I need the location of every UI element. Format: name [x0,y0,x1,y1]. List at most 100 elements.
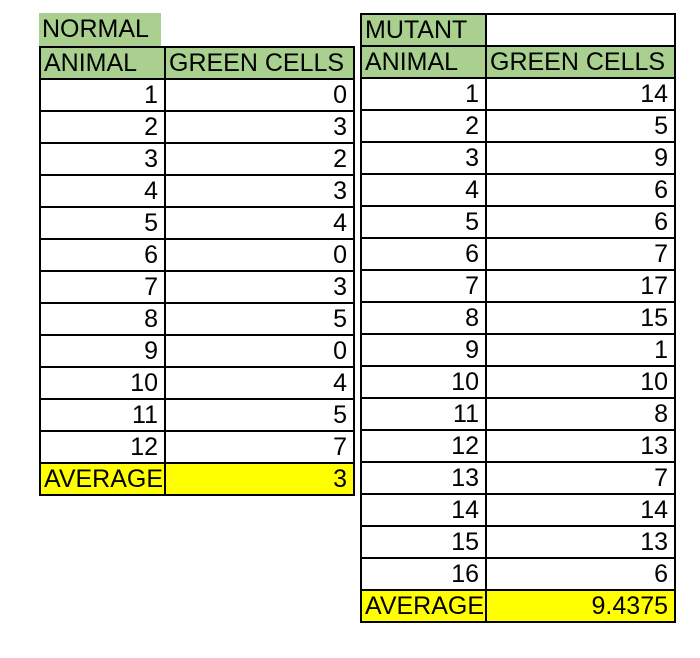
header-row: ANIMAL GREEN CELLS [360,45,676,79]
table-row: 6 0 [39,238,355,272]
column-header-green-cells: GREEN CELLS [164,46,355,80]
animal-id-cell: 1 [360,77,487,111]
animal-id-cell: 2 [360,109,487,143]
animal-id-cell: 6 [360,237,487,271]
table-row: 7 3 [39,270,355,304]
green-cells-count-cell: 7 [164,430,355,464]
table-row: 9 0 [39,334,355,368]
animal-id-cell: 5 [39,206,166,240]
empty-cell [485,13,676,47]
green-cells-count-cell: 3 [164,110,355,144]
animal-id-cell: 1 [39,78,166,112]
column-header-green-cells: GREEN CELLS [485,45,676,79]
animal-id-cell: 4 [360,173,487,207]
animal-id-cell: 13 [360,461,487,495]
animal-id-cell: 12 [360,429,487,463]
green-cells-count-cell: 10 [485,365,676,399]
green-cells-count-cell: 13 [485,429,676,463]
table-row: 6 7 [360,237,676,271]
table-row: 8 15 [360,301,676,335]
animal-id-cell: 10 [360,365,487,399]
table-row: 16 6 [360,557,676,591]
table-row: 1 0 [39,78,355,112]
green-cells-count-cell: 14 [485,493,676,527]
normal-table-block: NORMAL ANIMAL GREEN CELLS 1 0 2 3 3 2 4 … [39,13,355,496]
green-cells-count-cell: 17 [485,269,676,303]
table-row: 10 4 [39,366,355,400]
animal-id-cell: 11 [360,397,487,431]
green-cells-count-cell: 9 [485,141,676,175]
average-value-cell: 9.4375 [485,589,676,623]
green-cells-count-cell: 4 [164,206,355,240]
animal-id-cell: 10 [39,366,166,400]
green-cells-count-cell: 15 [485,301,676,335]
average-label-cell: AVERAGE [39,462,166,496]
table-row: 11 5 [39,398,355,432]
column-header-animal: ANIMAL [39,46,166,80]
normal-table: ANIMAL GREEN CELLS 1 0 2 3 3 2 4 3 5 4 6… [39,46,355,496]
table-row: 3 2 [39,142,355,176]
animal-id-cell: 2 [39,110,166,144]
green-cells-count-cell: 3 [164,270,355,304]
table-row: 10 10 [360,365,676,399]
green-cells-count-cell: 6 [485,173,676,207]
table-row: 15 13 [360,525,676,559]
column-header-animal: ANIMAL [360,45,487,79]
animal-id-cell: 12 [39,430,166,464]
green-cells-count-cell: 0 [164,334,355,368]
animal-id-cell: 5 [360,205,487,239]
green-cells-count-cell: 4 [164,366,355,400]
green-cells-count-cell: 8 [485,397,676,431]
green-cells-count-cell: 7 [485,461,676,495]
green-cells-count-cell: 3 [164,174,355,208]
green-cells-count-cell: 6 [485,557,676,591]
animal-id-cell: 15 [360,525,487,559]
green-cells-count-cell: 13 [485,525,676,559]
header-row: ANIMAL GREEN CELLS [39,46,355,80]
mutant-table: MUTANT ANIMAL GREEN CELLS 1 14 2 5 3 9 4… [360,13,676,623]
table-row: 2 5 [360,109,676,143]
animal-id-cell: 7 [360,269,487,303]
table-row: 12 13 [360,429,676,463]
animal-id-cell: 7 [39,270,166,304]
average-value-cell: 3 [164,462,355,496]
green-cells-count-cell: 5 [485,109,676,143]
average-label-cell: AVERAGE [360,589,487,623]
mutant-table-title: MUTANT [360,13,487,47]
animal-id-cell: 14 [360,493,487,527]
table-row: 13 7 [360,461,676,495]
table-row: 3 9 [360,141,676,175]
green-cells-count-cell: 1 [485,333,676,367]
green-cells-count-cell: 7 [485,237,676,271]
table-row: 5 4 [39,206,355,240]
animal-id-cell: 4 [39,174,166,208]
average-row: AVERAGE 3 [39,462,355,496]
green-cells-count-cell: 0 [164,78,355,112]
green-cells-count-cell: 6 [485,205,676,239]
table-row: 11 8 [360,397,676,431]
green-cells-count-cell: 5 [164,398,355,432]
table-row: 5 6 [360,205,676,239]
normal-table-title: NORMAL [39,13,161,46]
table-row: 4 6 [360,173,676,207]
green-cells-count-cell: 14 [485,77,676,111]
animal-id-cell: 16 [360,557,487,591]
mutant-table-block: MUTANT ANIMAL GREEN CELLS 1 14 2 5 3 9 4… [360,13,676,623]
animal-id-cell: 11 [39,398,166,432]
animal-id-cell: 8 [39,302,166,336]
green-cells-count-cell: 5 [164,302,355,336]
table-row: 2 3 [39,110,355,144]
animal-id-cell: 8 [360,301,487,335]
animal-id-cell: 6 [39,238,166,272]
green-cells-count-cell: 0 [164,238,355,272]
table-row: 1 14 [360,77,676,111]
table-row: 9 1 [360,333,676,367]
table-row: 4 3 [39,174,355,208]
animal-id-cell: 3 [39,142,166,176]
average-row: AVERAGE 9.4375 [360,589,676,623]
table-row: 8 5 [39,302,355,336]
green-cells-count-cell: 2 [164,142,355,176]
animal-id-cell: 3 [360,141,487,175]
animal-id-cell: 9 [39,334,166,368]
title-row: MUTANT [360,13,676,47]
